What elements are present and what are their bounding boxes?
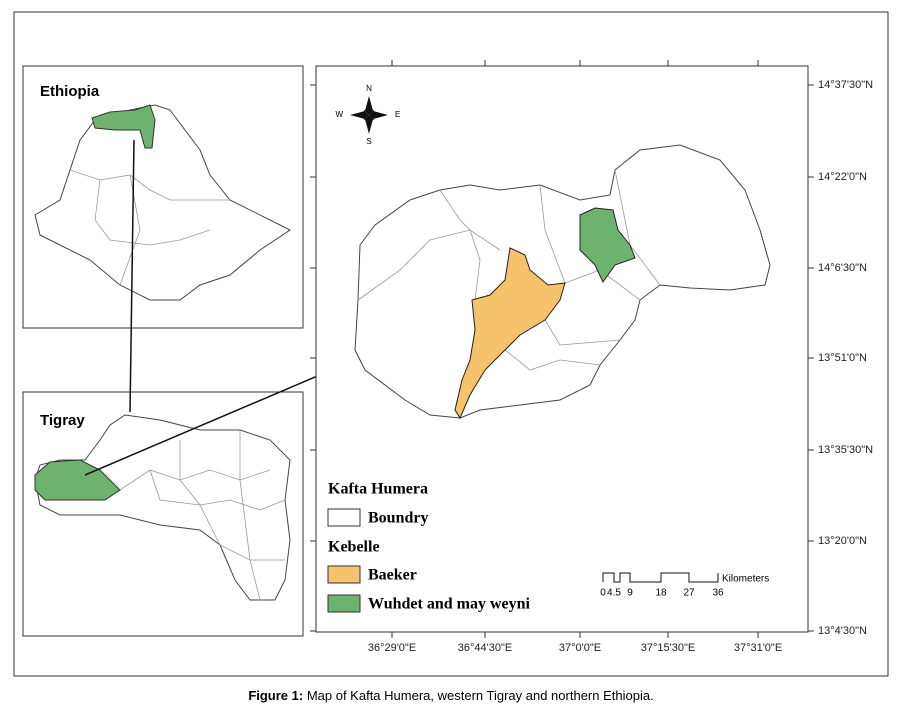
latitude-label: 14°37'30"N <box>818 79 873 91</box>
scale-label: 36 <box>712 588 724 599</box>
ethiopia-highlight <box>91 104 156 149</box>
compass-label: E <box>395 110 400 119</box>
caption-text: Map of Kafta Humera, western Tigray and … <box>303 688 653 703</box>
caption-label: Figure 1: <box>248 688 303 703</box>
wuhdet-area <box>579 207 636 283</box>
compass-label: W <box>335 110 343 119</box>
latitude-label: 13°4'30"N <box>818 625 867 637</box>
longitude-label: 37°0'0"E <box>559 642 601 654</box>
kafta-humera-boundary <box>354 144 771 419</box>
kebelle-boundary <box>439 189 481 301</box>
scale-unit: Kilometers <box>722 574 769 585</box>
compass-label: N <box>366 84 372 93</box>
region-boundary <box>94 179 211 246</box>
compass-rose <box>350 96 388 134</box>
scale-label: 0 <box>600 588 606 599</box>
inset-title: Ethiopia <box>40 83 100 100</box>
longitude-label: 37°31'0"E <box>734 642 782 654</box>
district-boundary <box>149 469 286 511</box>
figure-frame <box>13 11 889 677</box>
connector-line <box>84 359 356 476</box>
legend-title: Kafta Humera <box>328 481 428 498</box>
legend-label: Boundry <box>368 510 428 527</box>
latitude-label: 13°51'0"N <box>818 352 867 364</box>
longitude-label: 37°15'30"E <box>641 642 695 654</box>
legend-swatch <box>327 508 361 527</box>
latitude-label: 13°20'0"N <box>818 535 867 547</box>
legend-label: Wuhdet and may weyni <box>368 596 531 613</box>
kebelle-boundary <box>357 229 501 301</box>
longitude-label: 36°29'0"E <box>368 642 416 654</box>
compass-label: S <box>366 137 371 146</box>
district-boundary <box>239 430 261 601</box>
scale-bar <box>602 572 719 583</box>
legend-swatch <box>327 594 361 613</box>
baeker-area <box>454 247 566 420</box>
district-boundary <box>119 469 271 491</box>
ethiopia-outline <box>34 104 291 301</box>
kebelle-boundary <box>504 349 601 371</box>
scale-label: 4.5 <box>607 588 621 599</box>
latitude-label: 14°22'0"N <box>818 171 867 183</box>
scale-label: 27 <box>683 588 695 599</box>
district-boundary <box>179 440 285 561</box>
kebelle-boundary <box>544 319 621 346</box>
caption: Figure 1: Map of Kafta Humera, western T… <box>248 688 653 703</box>
latitude-label: 14°6'30"N <box>818 262 867 274</box>
legend-group: Kebelle <box>328 539 380 556</box>
scale-label: 9 <box>627 588 633 599</box>
tigray-highlight <box>34 459 121 501</box>
inset-title: Tigray <box>40 412 85 429</box>
longitude-label: 36°44'30"E <box>458 642 512 654</box>
connector-line <box>129 139 135 413</box>
latitude-label: 13°35'30"N <box>818 444 873 456</box>
legend-swatch <box>327 565 361 584</box>
scale-label: 18 <box>655 588 667 599</box>
legend-label: Baeker <box>368 567 417 584</box>
